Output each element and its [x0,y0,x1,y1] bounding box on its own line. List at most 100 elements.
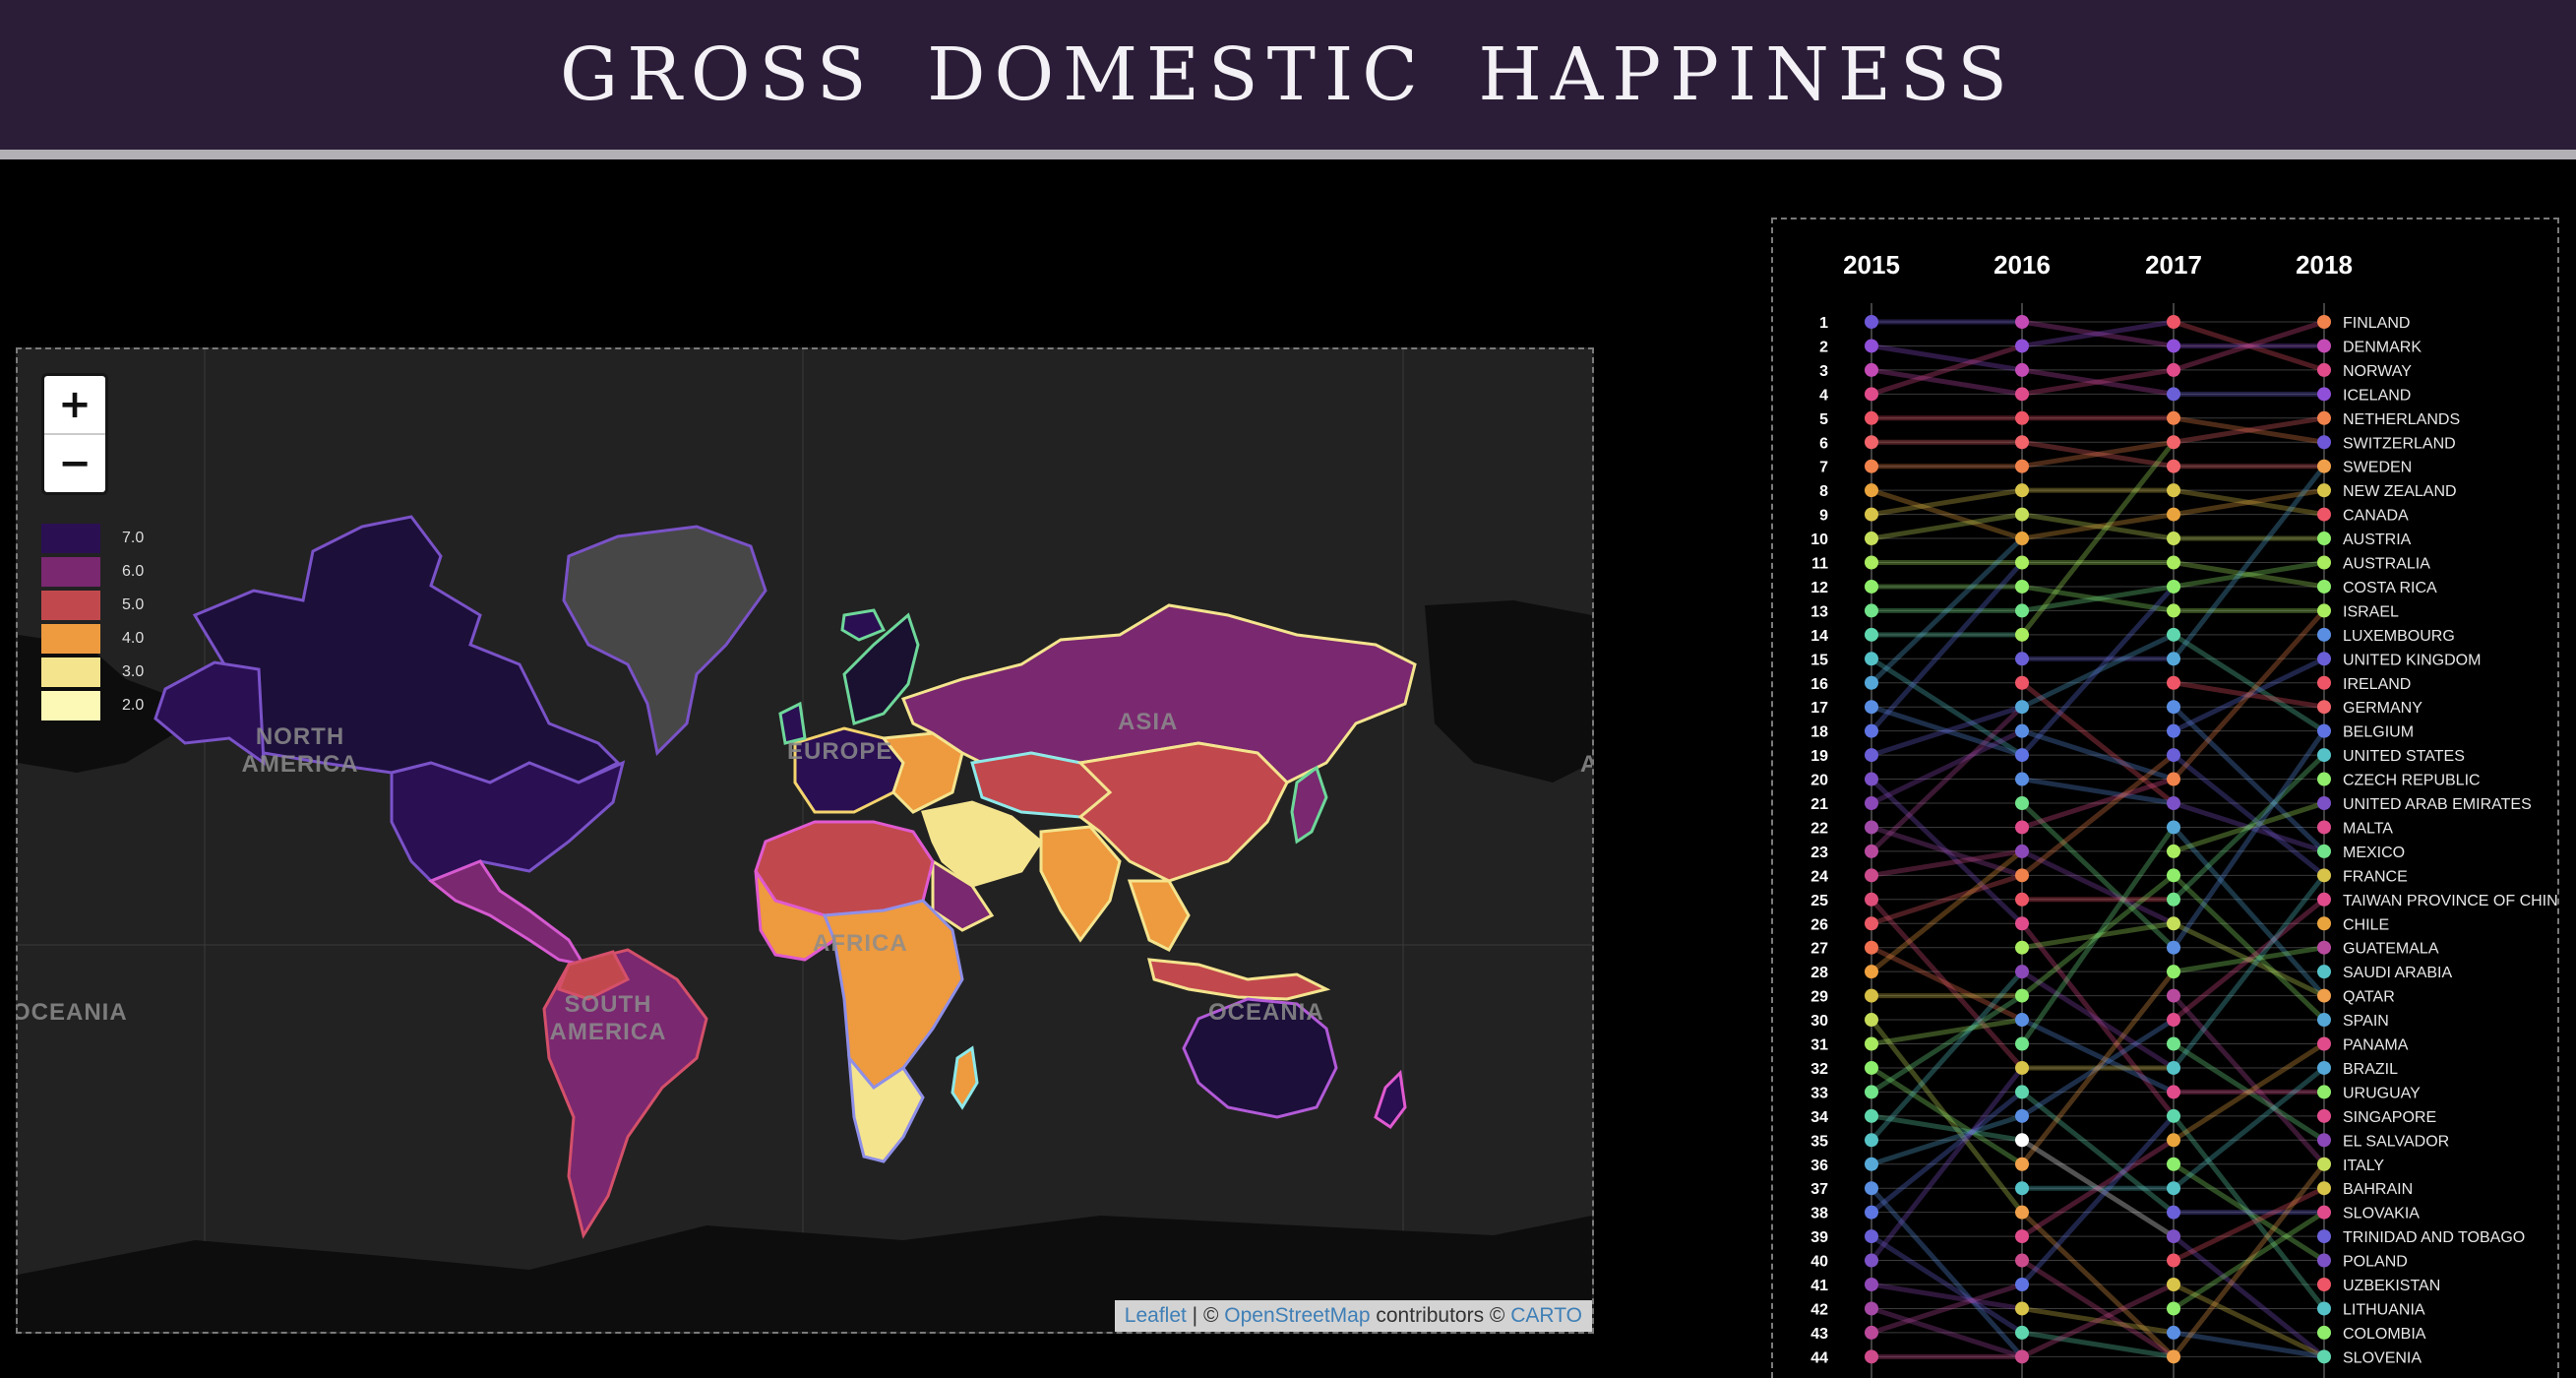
country-southeast-asia[interactable] [1127,879,1191,952]
country-label: POLAND [2343,1254,2408,1271]
rank-dot [2015,339,2029,353]
rank-number: 30 [1810,1013,1828,1030]
country-label: SPAIN [2343,1013,2389,1030]
rank-link-line [2171,560,2327,590]
continent-label-oceania: OCEANIA [1208,999,1324,1026]
zoom-out-button[interactable]: − [44,433,105,492]
country-australia[interactable] [1182,997,1338,1119]
rank-link-line [2171,1161,2327,1359]
rank-dot [2317,410,2331,425]
legend-item: 5.0 [41,589,144,622]
country-canada[interactable] [192,515,621,784]
rank-dot [2167,483,2180,498]
country-west-africa[interactable] [754,870,836,962]
country-label: UNITED KINGDOM [2343,652,2481,668]
country-label: URUGUAY [2343,1085,2421,1101]
country-greenland[interactable] [562,525,767,757]
choropleth-map[interactable]: NORTH AMERICA EUROPE ASIA AFRICA SOUTH A… [16,347,1594,1334]
rank-dot [2015,1013,2029,1028]
country-brazil[interactable] [542,948,708,1239]
rank-dot [2167,1253,2180,1268]
country-venezuela[interactable] [557,950,631,1001]
country-central-africa[interactable] [822,899,964,1090]
rank-dot [2015,772,2029,786]
rank-link-line [1869,897,2025,1071]
country-southern-africa[interactable] [847,1053,925,1163]
rank-dot [2015,555,2029,570]
rank-dot [2015,387,2029,402]
zoom-in-button[interactable]: + [58,382,92,427]
rank-link-line [2019,800,2177,951]
country-india[interactable] [1039,825,1122,943]
rank-link-line [2171,487,2327,518]
rank-dot [2317,483,2331,498]
rank-link-line [1869,487,2025,541]
rank-link-line [2019,512,2177,541]
country-usa[interactable] [390,760,626,883]
rank-number: 35 [1810,1133,1828,1150]
country-new-zealand[interactable] [1374,1069,1407,1130]
country-label: NORWAY [2343,363,2412,380]
rank-link-line [2019,848,2177,926]
rank-dot [2015,1229,2029,1244]
rank-dot [2167,339,2180,353]
page-title: GROSS DOMESTIC HAPPINESS [560,32,2016,117]
carto-link[interactable]: CARTO [1510,1304,1582,1327]
rank-link-line [2019,1089,2177,1216]
rank-dot [2167,1205,2180,1220]
rank-dot [2167,988,2180,1003]
rank-dot [1865,555,1878,570]
rank-dot [2317,748,2331,763]
rank-dot [1865,435,1878,450]
rank-dot [2317,579,2331,594]
country-japan[interactable] [1290,765,1328,845]
rank-dot [1865,675,1878,690]
rank-number: 7 [1819,460,1828,476]
map-tiles[interactable] [18,349,1592,1332]
rank-dot [2317,362,2331,377]
rank-number: 27 [1810,941,1828,958]
rank-dot [2317,1060,2331,1075]
country-iceland[interactable] [840,608,887,642]
rank-dot [2317,1133,2331,1148]
rank-link-line [2171,800,2327,854]
rank-link-line [1869,872,2025,926]
country-label: QATAR [2343,989,2395,1006]
country-indonesia[interactable] [1147,958,1331,1001]
rank-number: 1 [1819,315,1828,332]
rank-dot [2167,1325,2180,1340]
rank-link-line [1869,848,2025,878]
country-alaska[interactable] [153,660,266,767]
rank-dot [2317,507,2331,522]
year-header: 2015 [1843,250,1900,280]
rank-dot [2167,579,2180,594]
country-saudi-arabia[interactable] [931,858,995,932]
rank-link-line [1869,969,2025,1143]
rank-number: 17 [1810,700,1828,717]
rank-number: 26 [1810,916,1828,933]
rank-dot [2015,844,2029,858]
country-middle-east[interactable] [921,800,1043,888]
rank-link-line [2171,415,2327,445]
rank-link-line [2171,1282,2327,1359]
leaflet-link[interactable]: Leaflet [1124,1304,1187,1327]
rank-dot [2015,748,2029,763]
country-norway-sweden[interactable] [842,612,920,725]
rank-number: 25 [1810,893,1828,909]
country-uk[interactable] [778,701,807,745]
rank-link-line [2019,319,2177,348]
rank-dot [2317,1181,2331,1196]
rank-number: 40 [1810,1254,1828,1271]
country-china[interactable] [1076,741,1289,883]
continent-label-asia: ASIA [1118,709,1179,735]
rank-dot [2317,1301,2331,1316]
rank-dot [1865,844,1878,858]
osm-link[interactable]: OpenStreetMap [1224,1304,1371,1327]
rank-dot [2015,315,2029,329]
rank-number: 12 [1810,580,1828,596]
legend-item: 2.0 [41,689,144,722]
color-legend: 7.0 6.0 5.0 4.0 3.0 2.0 [41,522,144,722]
rank-link-line [2171,1210,2327,1311]
country-madagascar[interactable] [951,1045,979,1110]
rank-link-line [2019,824,2177,1046]
